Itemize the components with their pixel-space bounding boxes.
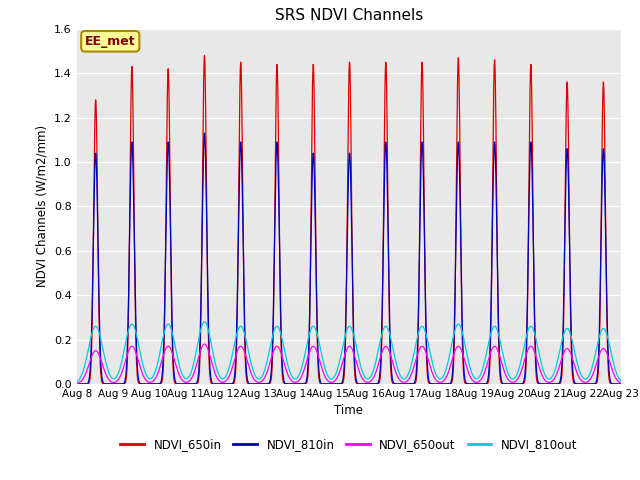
NDVI_650in	[617, 381, 625, 387]
Line: NDVI_810out: NDVI_810out	[77, 322, 621, 382]
NDVI_810out	[615, 375, 623, 381]
NDVI_810in	[615, 381, 623, 387]
NDVI_810in	[424, 369, 431, 375]
NDVI_650in	[424, 376, 431, 382]
NDVI_810in	[276, 301, 284, 307]
NDVI_650in	[276, 313, 284, 319]
Line: NDVI_650in: NDVI_650in	[77, 56, 621, 384]
NDVI_810in	[184, 381, 191, 387]
NDVI_810out	[276, 330, 284, 336]
NDVI_650out	[424, 356, 431, 361]
NDVI_650out	[73, 381, 81, 386]
NDVI_810out	[424, 339, 431, 345]
Line: NDVI_650out: NDVI_650out	[77, 344, 621, 384]
NDVI_810out	[189, 362, 197, 368]
Title: SRS NDVI Channels: SRS NDVI Channels	[275, 9, 423, 24]
NDVI_810out	[73, 379, 81, 385]
NDVI_650out	[615, 379, 623, 385]
NDVI_650out	[617, 380, 625, 386]
NDVI_650in	[73, 381, 81, 387]
NDVI_650in	[184, 381, 191, 387]
NDVI_810in	[200, 130, 208, 136]
NDVI_810in	[189, 381, 197, 387]
Legend: NDVI_650in, NDVI_810in, NDVI_650out, NDVI_810out: NDVI_650in, NDVI_810in, NDVI_650out, NDV…	[116, 434, 582, 456]
NDVI_810out	[200, 319, 208, 324]
NDVI_650in	[189, 381, 197, 387]
NDVI_650out	[189, 372, 197, 378]
Text: EE_met: EE_met	[85, 35, 136, 48]
NDVI_650in	[200, 53, 208, 59]
NDVI_810out	[617, 378, 625, 384]
NDVI_810in	[73, 381, 81, 387]
NDVI_650out	[184, 379, 191, 385]
NDVI_650out	[200, 341, 208, 347]
Line: NDVI_810in: NDVI_810in	[77, 133, 621, 384]
NDVI_810in	[501, 381, 509, 387]
NDVI_810in	[617, 381, 625, 387]
NDVI_650in	[615, 381, 623, 387]
X-axis label: Time: Time	[334, 405, 364, 418]
NDVI_650in	[501, 381, 509, 387]
NDVI_650out	[501, 371, 509, 376]
NDVI_810out	[501, 361, 509, 367]
NDVI_650out	[276, 348, 284, 354]
Y-axis label: NDVI Channels (W/m2/mm): NDVI Channels (W/m2/mm)	[36, 125, 49, 288]
NDVI_810out	[184, 375, 191, 381]
